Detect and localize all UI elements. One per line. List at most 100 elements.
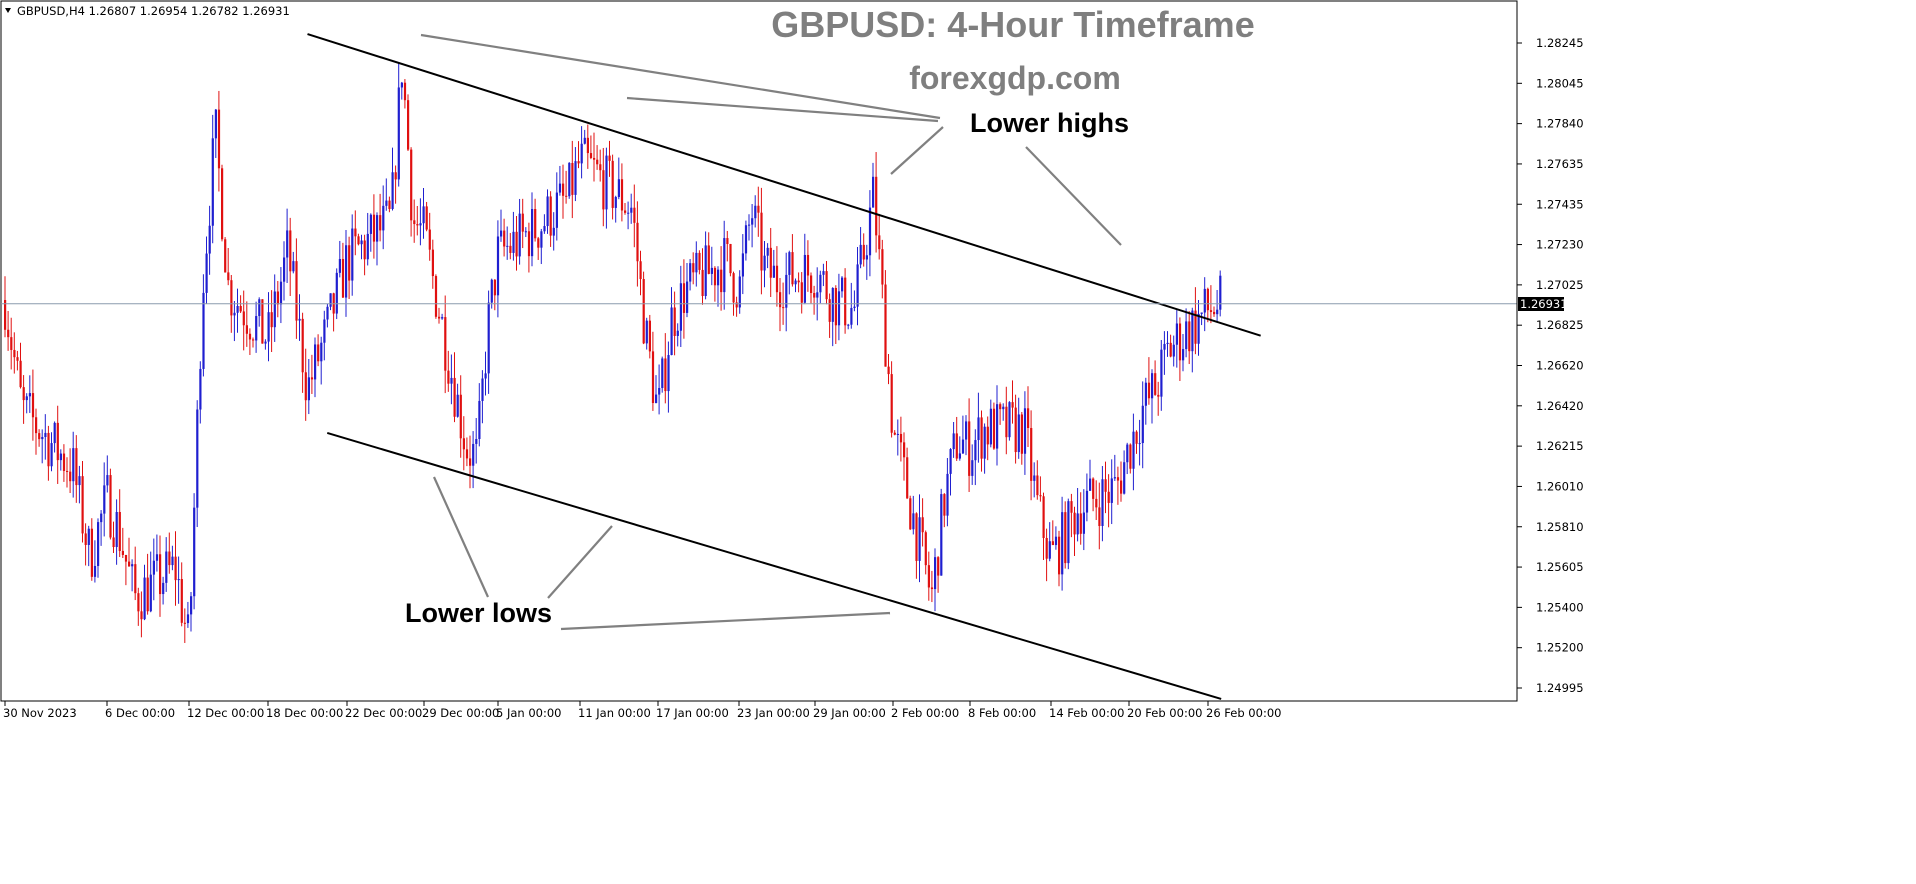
candle [410,147,413,237]
candle-body [760,212,763,271]
candle-body [775,265,779,293]
candle-body [1163,343,1166,350]
candle [800,272,803,314]
candle-body [983,426,986,459]
candle-body [481,378,484,401]
candle-body [558,183,562,193]
candle-body [1042,496,1045,538]
candle [177,556,180,604]
candle [332,292,335,332]
candle [661,356,664,393]
candle [664,333,667,404]
candle-body [1082,512,1085,534]
candle [651,331,655,411]
candle [279,267,283,324]
candle-body [574,161,577,195]
candle [329,293,332,311]
candle [354,210,357,256]
candle [1020,411,1023,465]
candle-body [500,230,503,237]
candle [602,147,605,227]
candle [90,518,93,581]
candle [642,271,645,345]
candle [385,178,388,211]
candle-body [915,513,918,561]
candle-body [155,554,159,561]
candle-body [419,223,422,226]
candle-body [354,228,357,237]
candle [267,292,270,362]
candle [847,323,850,330]
candle [971,444,974,485]
candle [1147,357,1151,405]
candle-body [1154,373,1157,395]
candle [413,199,416,243]
candle [512,211,515,261]
candle-body [679,283,682,331]
candle [515,215,518,271]
candle-body [31,393,35,418]
candle [946,458,949,527]
candle-body [400,82,403,88]
candle [227,248,230,286]
candle-body [19,360,22,388]
candle [887,353,890,385]
candle [75,435,78,503]
candle-body [270,312,273,328]
y-tick-label: 1.25605 [1536,560,1584,574]
candle-body [583,137,586,144]
candle-body [791,252,794,285]
candle [794,278,797,293]
candle-body [1160,349,1163,397]
candle [1107,474,1110,528]
candle [456,383,459,418]
candle-body [413,220,416,225]
candle [304,348,307,421]
candle [1064,501,1067,569]
candle [459,375,462,458]
symbol-dropdown-icon[interactable] [5,8,11,13]
candle [25,393,28,414]
candle [772,249,775,278]
y-tick-label: 1.24995 [1536,681,1584,695]
candle-body [803,254,806,303]
candle [837,273,841,341]
candle-body [314,344,317,380]
candle [1054,526,1058,550]
candle-body [1126,444,1129,463]
candle [806,240,810,292]
candle-body [1061,512,1064,575]
candle-body [586,137,589,154]
candle [106,455,109,493]
candle-body [1123,462,1126,494]
candle [217,90,221,192]
candle [968,398,971,492]
candle-body [1058,536,1061,575]
candle [679,265,682,348]
candle [1116,466,1120,505]
candle [1073,506,1076,556]
candle-body [689,263,692,282]
candle [264,339,267,350]
candle-body [385,200,388,206]
y-axis: 1.28245 1.28045 1.27840 1.27635 1.27435 1.272… [1516,1,1584,701]
candle-body [190,596,193,615]
candle [1154,360,1157,396]
candle-body [484,373,487,379]
candle [338,240,341,278]
annotation-pointer-line [432,476,490,598]
candle [493,279,496,311]
candle [738,270,741,314]
candle [152,538,155,601]
candle-body [509,245,512,253]
candle [56,405,59,484]
candle [469,435,472,489]
candle-body [754,205,757,219]
candle-body [242,311,245,326]
candle [481,370,484,424]
candle [717,266,720,307]
candle-body [245,325,248,334]
candle-body [441,317,444,319]
candle-body [1110,478,1113,503]
candle-body [766,247,769,256]
